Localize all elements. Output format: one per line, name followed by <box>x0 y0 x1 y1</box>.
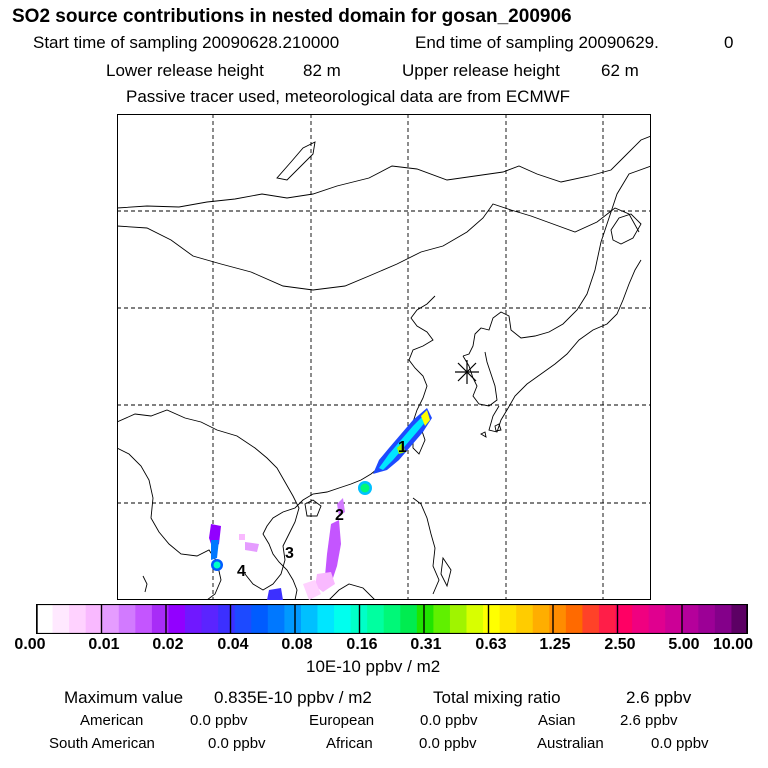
region-name-american: American <box>80 712 144 729</box>
legend-color-cell <box>499 604 517 634</box>
legend-color-cell <box>185 604 203 634</box>
legend-color-cell <box>516 604 534 634</box>
lower-height-label: Lower release height <box>106 61 264 80</box>
legend-color-cell <box>648 604 666 634</box>
region-value-african: 0.0 ppbv <box>419 735 477 752</box>
receptor-asterisk-icon <box>455 360 479 384</box>
legend-color-cell <box>665 604 683 634</box>
legend-tick-4: 0.08 <box>281 636 313 653</box>
legend-color-cell <box>151 604 170 634</box>
legend-tick-3: 0.04 <box>217 636 249 653</box>
legend-color-cell <box>400 604 418 634</box>
region-value-south-american: 0.0 ppbv <box>208 735 266 752</box>
upper-height-value: 62 m <box>601 61 639 80</box>
legend-color-cell <box>334 604 352 634</box>
legend-tick-10: 5.00 <box>668 636 700 653</box>
region-label-2: 2 <box>335 507 344 524</box>
legend-color-cell <box>52 604 70 634</box>
region-name-south-american: South American <box>49 735 155 752</box>
region-label-4: 4 <box>237 563 246 580</box>
legend-colorbar <box>36 604 748 634</box>
legend-color-cell <box>532 604 550 634</box>
concentration-plume <box>209 408 432 600</box>
legend-color-cell <box>549 604 567 634</box>
legend-color-cell <box>698 604 716 634</box>
legend-color-cell <box>598 604 617 634</box>
legend-color-cell <box>681 604 699 634</box>
end-time-hour: 0 <box>724 33 734 52</box>
legend-color-cell <box>582 604 600 634</box>
map-frame <box>117 114 651 600</box>
legend-tick-5: 0.16 <box>346 636 378 653</box>
legend-color-cell <box>135 604 153 634</box>
legend-color-cell <box>632 604 650 634</box>
legend-tick-8: 1.25 <box>539 636 571 653</box>
map-gridlines <box>117 114 651 600</box>
legend-tick-6: 0.31 <box>410 636 442 653</box>
legend-color-cell <box>69 604 87 634</box>
legend-color-cell <box>367 604 385 634</box>
region-label-1: 1 <box>398 439 407 456</box>
upper-height-label: Upper release height <box>402 61 560 80</box>
legend-tick-2: 0.02 <box>152 636 184 653</box>
start-time-label: Start time of sampling 20090628.210000 <box>33 33 340 52</box>
legend-color-cell <box>251 604 269 634</box>
legend-color-cell <box>317 604 335 634</box>
lower-height-value: 82 m <box>303 61 341 80</box>
region-name-african: African <box>326 735 373 752</box>
legend-color-cell <box>466 604 484 634</box>
legend-tick-7: 0.63 <box>475 636 507 653</box>
legend-color-cell <box>731 604 748 634</box>
legend-color-cell <box>234 604 252 634</box>
max-value-label: Maximum value <box>64 688 184 707</box>
region-name-asian: Asian <box>538 712 576 729</box>
region-value-asian: 2.6 ppbv <box>620 712 678 729</box>
legend-color-cell <box>483 604 501 634</box>
legend-color-cell <box>300 604 319 634</box>
region-value-european: 0.0 ppbv <box>420 712 478 729</box>
map-coastlines <box>117 135 651 600</box>
legend-color-cell <box>36 604 54 634</box>
total-mixing-value: 2.6 ppbv <box>626 688 692 707</box>
legend-color-cell <box>416 604 434 634</box>
legend-color-cell <box>118 604 136 634</box>
legend-tick-11: 10.00 <box>712 636 754 653</box>
legend-color-cell <box>449 604 468 634</box>
legend-color-cell <box>284 604 302 634</box>
legend-tick-1: 0.01 <box>88 636 120 653</box>
legend-color-cell <box>218 604 236 634</box>
legend-color-cell <box>201 604 219 634</box>
legend-color-cell <box>433 604 451 634</box>
legend-color-cell <box>267 604 285 634</box>
legend-color-cell <box>615 604 633 634</box>
legend-color-cell <box>102 604 120 634</box>
legend-color-cell <box>383 604 401 634</box>
region-label-3: 3 <box>285 545 294 562</box>
max-value: 0.835E-10 ppbv / m2 <box>214 688 372 707</box>
page-title: SO2 source contributions in nested domai… <box>12 6 572 27</box>
legend-color-cell <box>168 604 186 634</box>
region-value-american: 0.0 ppbv <box>190 712 248 729</box>
legend-color-cell <box>85 604 103 634</box>
region-name-australian: Australian <box>537 735 604 752</box>
legend-color-cell <box>714 604 733 634</box>
end-time-label: End time of sampling 20090629. <box>415 33 659 52</box>
legend-color-cell <box>565 604 584 634</box>
total-mixing-label: Total mixing ratio <box>433 688 561 707</box>
tracer-note: Passive tracer used, meteorological data… <box>126 87 571 106</box>
legend-tick-0: 0.00 <box>14 636 46 653</box>
region-name-european: European <box>309 712 375 729</box>
region-value-australian: 0.0 ppbv <box>651 735 709 752</box>
legend-tick-9: 2.50 <box>604 636 636 653</box>
map-panel: 1 2 3 4 <box>117 114 651 600</box>
legend-unit: 10E-10 ppbv / m2 <box>306 657 441 676</box>
